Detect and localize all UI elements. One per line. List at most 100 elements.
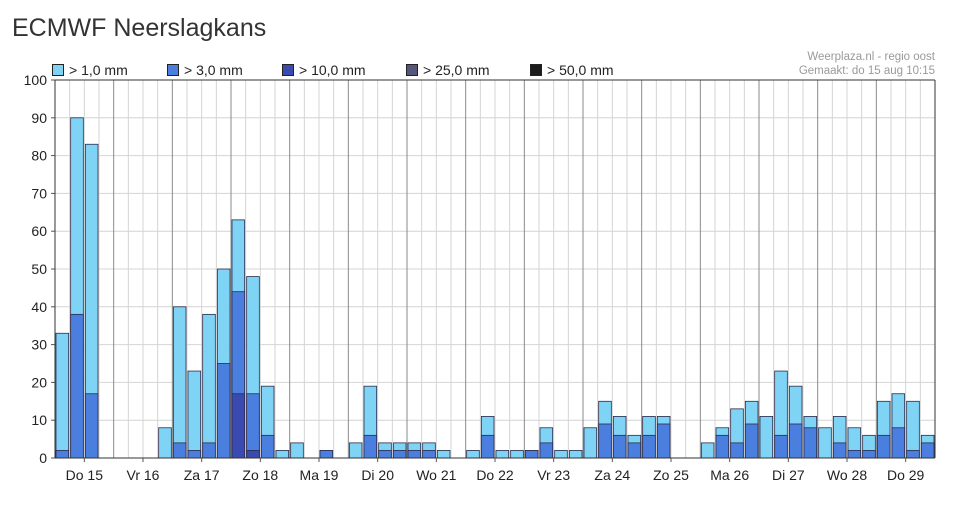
bar — [906, 450, 920, 459]
bar — [466, 450, 480, 459]
legend-swatch-3mm — [167, 64, 179, 76]
legend-swatch-1mm — [52, 64, 64, 76]
source-label: Weerplaza.nl - regio oost — [807, 51, 935, 63]
legend-swatch-50mm — [530, 64, 542, 76]
x-tick-label: Vr 16 — [127, 467, 160, 483]
legend-label-3mm: > 3,0 mm — [184, 62, 243, 78]
bar — [876, 434, 891, 459]
bar — [642, 434, 656, 459]
y-tick-label: 40 — [31, 299, 47, 315]
bar — [818, 427, 832, 459]
bar — [436, 450, 451, 459]
y-tick-label: 10 — [31, 412, 47, 428]
bar — [539, 442, 554, 459]
x-tick-label: Do 15 — [66, 467, 104, 483]
bar — [158, 427, 172, 459]
bar — [862, 450, 876, 459]
legend-label-1mm: > 1,0 mm — [69, 62, 128, 78]
legend-swatch-25mm — [406, 64, 418, 76]
bar — [84, 393, 99, 459]
generated-timestamp: Gemaakt: do 15 aug 10:15 — [798, 65, 935, 77]
bar — [378, 450, 392, 459]
legend-item-25mm: > 25,0 mm — [406, 62, 490, 78]
bar — [583, 427, 598, 459]
bar — [55, 332, 70, 459]
y-tick-label: 0 — [39, 450, 47, 466]
bar — [202, 442, 216, 459]
bar — [803, 427, 818, 459]
legend-label-50mm: > 50,0 mm — [547, 62, 614, 78]
x-tick-label: Vr 23 — [537, 467, 570, 483]
bar — [774, 434, 788, 459]
x-tick-label: Ma 19 — [300, 467, 339, 483]
bar — [920, 442, 935, 459]
bar — [891, 427, 906, 459]
legend-label-10mm: > 10,0 mm — [299, 62, 366, 78]
bar — [612, 434, 627, 459]
bar — [187, 370, 202, 459]
x-tick-label: Za 24 — [594, 467, 630, 483]
x-tick-label: Wo 21 — [416, 467, 456, 483]
y-tick-label: 50 — [31, 261, 47, 277]
chart-credits: Weerplaza.nl - regio oost Gemaakt: do 15… — [799, 50, 935, 78]
bar — [407, 450, 422, 459]
y-tick-label: 30 — [31, 337, 47, 353]
x-tick-label: Zo 25 — [653, 467, 689, 483]
x-tick-label: Do 29 — [887, 467, 925, 483]
bar — [730, 442, 744, 459]
legend-label-25mm: > 25,0 mm — [423, 62, 490, 78]
bar — [231, 393, 246, 459]
bar — [554, 450, 568, 459]
y-tick-label: 60 — [31, 223, 47, 239]
bar — [363, 434, 378, 459]
bar — [759, 416, 774, 459]
bar — [187, 450, 202, 459]
bar — [656, 423, 671, 459]
bar — [744, 423, 759, 459]
x-tick-label: Di 27 — [772, 467, 805, 483]
y-tick-label: 20 — [31, 374, 47, 390]
legend-item-10mm: > 10,0 mm — [282, 62, 366, 78]
bar — [290, 442, 304, 459]
legend-item-1mm: > 1,0 mm — [52, 62, 128, 78]
x-tick-label: Zo 18 — [242, 467, 278, 483]
x-tick-label: Do 22 — [476, 467, 514, 483]
x-tick-label: Za 17 — [184, 467, 220, 483]
bar — [246, 393, 260, 459]
bar — [788, 423, 803, 459]
bar — [598, 423, 612, 459]
legend-item-3mm: > 3,0 mm — [167, 62, 243, 78]
x-tick-label: Di 20 — [361, 467, 394, 483]
bar — [55, 450, 70, 459]
bar — [568, 450, 583, 459]
y-tick-label: 100 — [24, 72, 48, 88]
bar — [847, 450, 862, 459]
y-tick-label: 70 — [31, 185, 47, 201]
legend-item-50mm: > 50,0 mm — [530, 62, 614, 78]
bar — [524, 450, 539, 459]
bar — [392, 450, 407, 459]
bar — [906, 400, 920, 459]
bar — [260, 434, 275, 459]
bar — [715, 434, 730, 459]
bar — [510, 450, 524, 459]
bar — [832, 442, 847, 459]
bar — [700, 442, 715, 459]
y-tick-label: 80 — [31, 148, 47, 164]
bar — [216, 363, 231, 459]
bar — [172, 442, 187, 459]
bar — [202, 313, 216, 459]
bar — [319, 450, 334, 459]
bar — [172, 306, 187, 459]
bar — [275, 450, 290, 459]
bar — [348, 442, 363, 459]
bar — [480, 434, 495, 459]
bar — [246, 450, 260, 459]
x-tick-label: Ma 26 — [710, 467, 749, 483]
x-tick-label: Wo 28 — [827, 467, 867, 483]
bar — [422, 450, 436, 459]
bar — [495, 450, 510, 459]
chart-title: ECMWF Neerslagkans — [12, 14, 267, 42]
y-tick-label: 90 — [31, 110, 47, 126]
